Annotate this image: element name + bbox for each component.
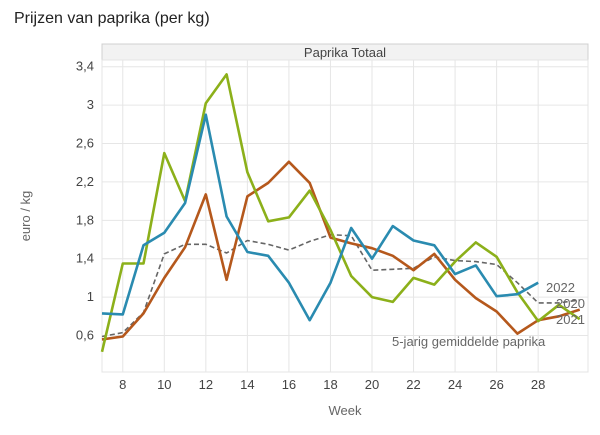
panel-title: Paprika Totaal: [304, 45, 386, 60]
chart-title: Prijzen van paprika (per kg): [14, 10, 210, 27]
x-tick-label: 24: [448, 377, 462, 392]
x-tick-label: 28: [531, 377, 545, 392]
y-tick-label: 0,6: [76, 328, 94, 343]
x-tick-label: 12: [199, 377, 213, 392]
series-line-5-jarig-gemiddelde-paprika: [101, 233, 580, 338]
y-tick-label: 1,4: [76, 251, 94, 266]
y-tick-label: 1,8: [76, 212, 94, 227]
series-label: 2022: [546, 280, 575, 295]
x-axis-label: Week: [329, 403, 362, 418]
series-line-2020: [101, 160, 581, 341]
y-axis-label: euro / kg: [18, 191, 33, 242]
series-label: 2020: [556, 296, 585, 311]
plot-area: [101, 59, 589, 373]
series-label: 2021: [556, 312, 585, 327]
x-tick-label: 26: [489, 377, 503, 392]
y-tick-label: 2,6: [76, 136, 94, 151]
y-tick-label: 1: [87, 289, 94, 304]
series-line-2022: [101, 113, 539, 322]
y-tick-label: 3: [87, 97, 94, 112]
x-tick-label: 20: [365, 377, 379, 392]
x-tick-label: 14: [240, 377, 254, 392]
x-tick-label: 8: [119, 377, 126, 392]
y-tick-label: 3,4: [76, 59, 94, 74]
series-label: 5-jarig gemiddelde paprika: [392, 334, 546, 349]
y-tick-label: 2,2: [76, 174, 94, 189]
x-tick-label: 16: [282, 377, 296, 392]
x-tick-label: 10: [157, 377, 171, 392]
x-tick-label: 22: [406, 377, 420, 392]
x-tick-label: 18: [323, 377, 337, 392]
